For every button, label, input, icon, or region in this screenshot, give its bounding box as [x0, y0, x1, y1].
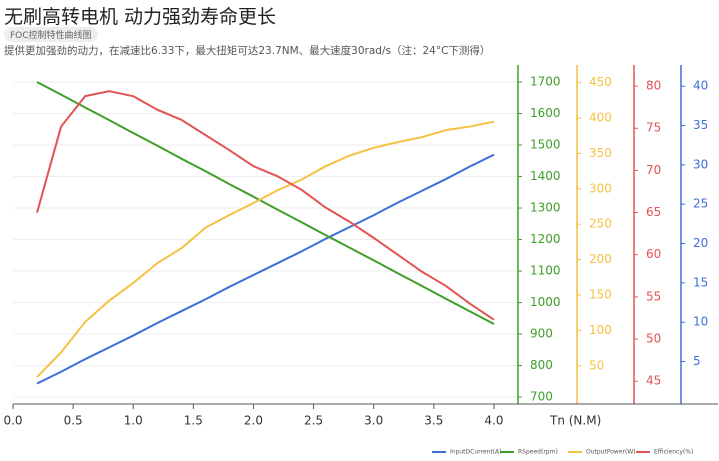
y-tick-label: 1500 [530, 138, 561, 152]
y-tick-label: 200 [589, 252, 612, 266]
y-tick-label: 300 [589, 181, 612, 195]
y-tick-label: 15 [693, 275, 708, 289]
x-tick-label: 0.0 [3, 414, 22, 428]
x-tick-label: 2.5 [304, 414, 323, 428]
y-tick-label: 30 [693, 157, 708, 171]
y-tick-label: 60 [646, 247, 661, 261]
legend-label: Efficiency(%) [654, 449, 693, 456]
x-tick-label: 4.0 [484, 414, 503, 428]
y-tick-label: 1300 [530, 201, 561, 215]
y-tick-label: 100 [589, 323, 612, 337]
y-tick-label: 40 [693, 79, 708, 93]
y-tick-label: 1100 [530, 264, 561, 278]
tag: FOC控制特性曲线图 [4, 27, 98, 42]
legend-label: RSpeed(rpm) [518, 449, 558, 456]
y-tick-label: 80 [646, 79, 661, 93]
series-line [36, 153, 495, 385]
y-tick-label: 10 [693, 315, 708, 329]
y-tick-label: 450 [589, 75, 612, 89]
legend-label: OutputPower(W) [586, 449, 636, 456]
x-tick-label: 3.0 [364, 414, 383, 428]
y-tick-label: 35 [693, 118, 708, 132]
y-tick-label: 1200 [530, 232, 561, 246]
y-tick-label: 400 [589, 111, 612, 125]
y-tick-label: 75 [646, 121, 661, 135]
y-tick-label: 50 [589, 358, 604, 372]
y-tick-label: 800 [530, 358, 553, 372]
y-tick-label: 70 [646, 163, 661, 177]
x-tick-label: 3.5 [424, 414, 443, 428]
y-tick-label: 1600 [530, 106, 561, 120]
y-tick-label: 250 [589, 217, 612, 231]
subtitle: 提供更加强劲的动力，在减速比6.33下，最大扭矩可达23.7NM、最大速度30r… [4, 45, 491, 57]
x-tick-label: 0.5 [64, 414, 83, 428]
y-tick-label: 55 [646, 289, 661, 303]
y-tick-label: 150 [589, 288, 612, 302]
y-tick-label: 45 [646, 374, 661, 388]
y-tick-label: 65 [646, 205, 661, 219]
y-tick-label: 700 [530, 390, 553, 404]
y-tick-label: 25 [693, 197, 708, 211]
y-tick-label: 350 [589, 146, 612, 160]
x-tick-label: 1.0 [124, 414, 143, 428]
y-tick-label: 900 [530, 327, 553, 341]
y-tick-label: 1400 [530, 169, 561, 183]
x-axis-label: Tn (N.M) [549, 414, 601, 428]
legend-label: InputDCurrent(A) [450, 449, 501, 456]
title: 无刷高转电机 动力强劲寿命更长 [4, 6, 277, 28]
x-tick-label: 2.0 [244, 414, 263, 428]
series-line [36, 81, 495, 325]
y-tick-label: 20 [693, 236, 708, 250]
y-tick-label: 1700 [530, 75, 561, 89]
series-line [36, 90, 495, 321]
series-line [36, 120, 495, 378]
y-tick-label: 50 [646, 332, 661, 346]
y-tick-label: 1000 [530, 295, 561, 309]
y-tick-label: 5 [693, 354, 701, 368]
x-tick-label: 1.5 [184, 414, 203, 428]
